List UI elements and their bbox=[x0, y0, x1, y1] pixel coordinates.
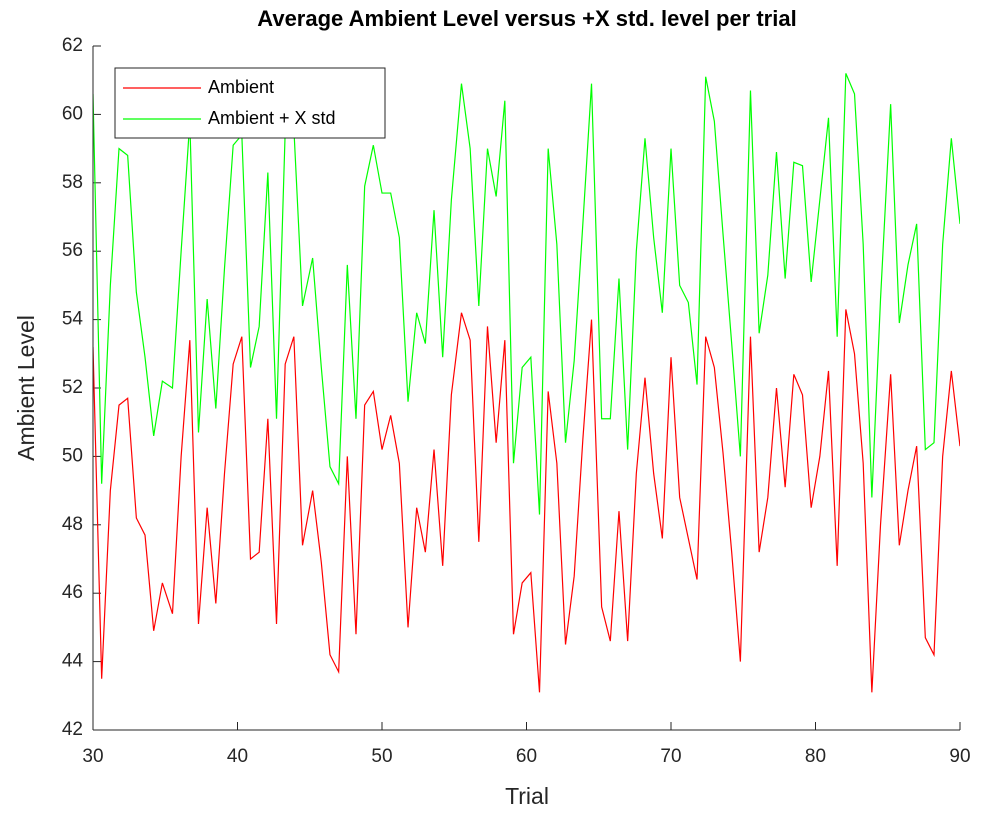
legend-label: Ambient + X std bbox=[208, 108, 336, 128]
x-tick-label: 50 bbox=[371, 746, 392, 767]
x-tick-label: 30 bbox=[82, 746, 103, 767]
plot-area bbox=[93, 46, 960, 730]
y-tick-label: 62 bbox=[62, 35, 83, 56]
series-line bbox=[93, 309, 960, 693]
x-tick-label: 80 bbox=[805, 746, 826, 767]
chart-title: Average Ambient Level versus +X std. lev… bbox=[257, 6, 796, 31]
series-line bbox=[93, 73, 960, 515]
y-tick-label: 58 bbox=[62, 172, 83, 193]
y-tick-label: 54 bbox=[62, 309, 84, 330]
y-tick-label: 50 bbox=[62, 445, 83, 466]
y-tick-label: 48 bbox=[62, 514, 83, 535]
y-axis-label: Ambient Level bbox=[13, 315, 39, 461]
x-tick-label: 40 bbox=[227, 746, 248, 767]
y-tick-label: 46 bbox=[62, 582, 83, 603]
x-tick-label: 60 bbox=[516, 746, 537, 767]
legend-label: Ambient bbox=[208, 77, 274, 97]
x-tick-label: 70 bbox=[660, 746, 681, 767]
y-tick-label: 42 bbox=[62, 719, 83, 740]
y-tick-label: 52 bbox=[62, 377, 83, 398]
x-axis-label: Trial bbox=[505, 783, 549, 809]
legend-box bbox=[114, 67, 386, 139]
y-tick-label: 44 bbox=[62, 651, 84, 672]
y-tick-label: 56 bbox=[62, 240, 83, 261]
y-tick-label: 60 bbox=[62, 103, 83, 124]
x-tick-label: 90 bbox=[949, 746, 970, 767]
